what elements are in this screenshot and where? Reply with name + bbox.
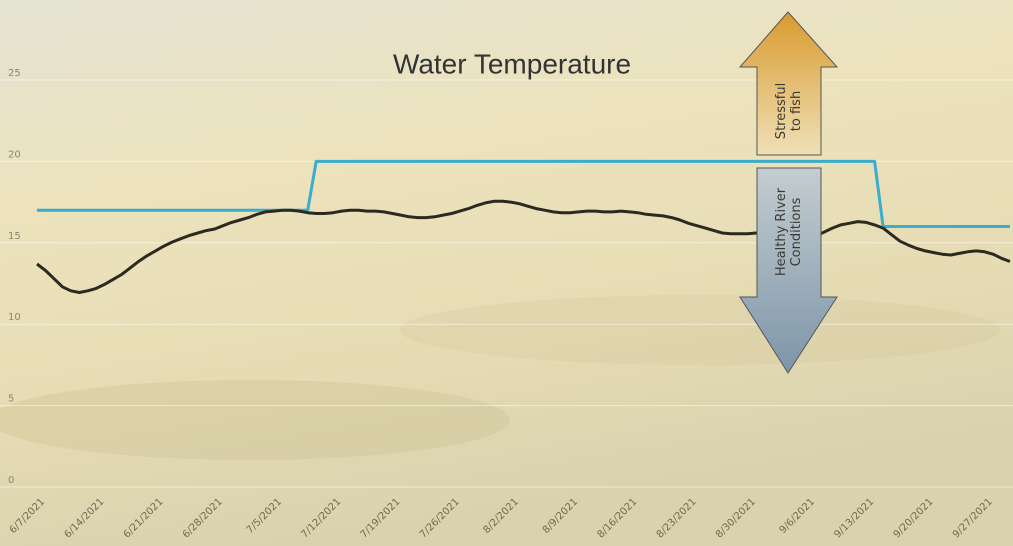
background-texture <box>400 295 1000 365</box>
y-tick-label: 5 <box>8 394 14 405</box>
background-texture <box>0 380 510 460</box>
series-line <box>36 199 1011 294</box>
y-tick-label: 20 <box>8 149 21 160</box>
series-line <box>37 159 1010 228</box>
annotation-text: Conditions <box>789 197 804 266</box>
y-tick-label: 25 <box>8 68 21 79</box>
stress-arrow <box>738 11 839 156</box>
chart-title: Water Temperature <box>393 48 631 79</box>
y-tick-label: 15 <box>8 231 21 242</box>
annotation-text: to fish <box>789 91 804 131</box>
annotation-text: Healthy River <box>774 187 789 276</box>
annotation-text: Stressful <box>774 83 789 139</box>
healthy-arrow <box>739 167 838 374</box>
annotation: Healthy River Conditions <box>774 187 804 276</box>
y-tick-label: 0 <box>8 475 14 486</box>
y-tick-label: 10 <box>8 312 21 323</box>
annotations: Stressful to fish Healthy River Conditions <box>774 83 804 276</box>
annotation: Stressful to fish <box>774 83 804 139</box>
